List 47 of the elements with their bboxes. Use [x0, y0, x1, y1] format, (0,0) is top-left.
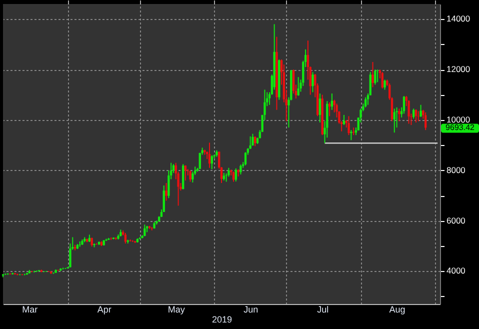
candlestick	[150, 226, 153, 231]
candlestick	[342, 114, 346, 126]
candlestick	[408, 100, 410, 124]
candlestick	[384, 79, 386, 90]
x-axis-title: 2019	[212, 314, 232, 324]
candlestick	[232, 171, 235, 182]
y-tick-label: 10000	[446, 114, 470, 124]
candlestick	[417, 110, 420, 122]
candlestick	[393, 108, 396, 134]
candlestick	[182, 164, 184, 190]
y-tick-label: 12000	[446, 64, 470, 74]
candlestick	[244, 152, 247, 166]
candlestick	[381, 72, 384, 89]
candlestick	[414, 108, 418, 123]
y-tick-label: 6000	[446, 215, 466, 226]
candlestick	[396, 106, 398, 128]
x-tick-label: Jun	[244, 304, 258, 314]
candlestick	[420, 104, 422, 118]
candlestick	[350, 130, 352, 141]
candlestick	[240, 164, 242, 175]
candlestick	[374, 69, 376, 86]
candlestick	[184, 164, 187, 181]
candlestick	[78, 240, 81, 248]
candlestick	[165, 182, 168, 202]
candlestick	[376, 69, 379, 83]
y-tick-label: 4000	[446, 266, 466, 276]
candlestick	[364, 96, 367, 108]
candlestick	[208, 142, 211, 168]
candlestick	[189, 170, 192, 182]
x-tick-label: Jul	[317, 304, 329, 314]
x-tick-label: Apr	[97, 304, 112, 314]
candlestick	[124, 232, 127, 244]
candlestick	[312, 72, 314, 93]
candlestick	[162, 185, 165, 212]
x-tick-label: Mar	[22, 304, 38, 314]
candlestick	[297, 76, 300, 96]
y-tick-label: 14000	[446, 14, 470, 24]
candlestick	[348, 116, 350, 136]
candlestick	[318, 92, 322, 123]
candlestick	[424, 112, 427, 131]
text: 9693.42	[446, 123, 476, 132]
candlestick	[398, 108, 400, 122]
candlestick	[412, 108, 415, 120]
y-tick-label: 8000	[446, 164, 466, 175]
candlestick	[372, 61, 374, 88]
x-tick-label: Aug	[389, 304, 406, 314]
x-tick-label: May	[168, 304, 186, 314]
